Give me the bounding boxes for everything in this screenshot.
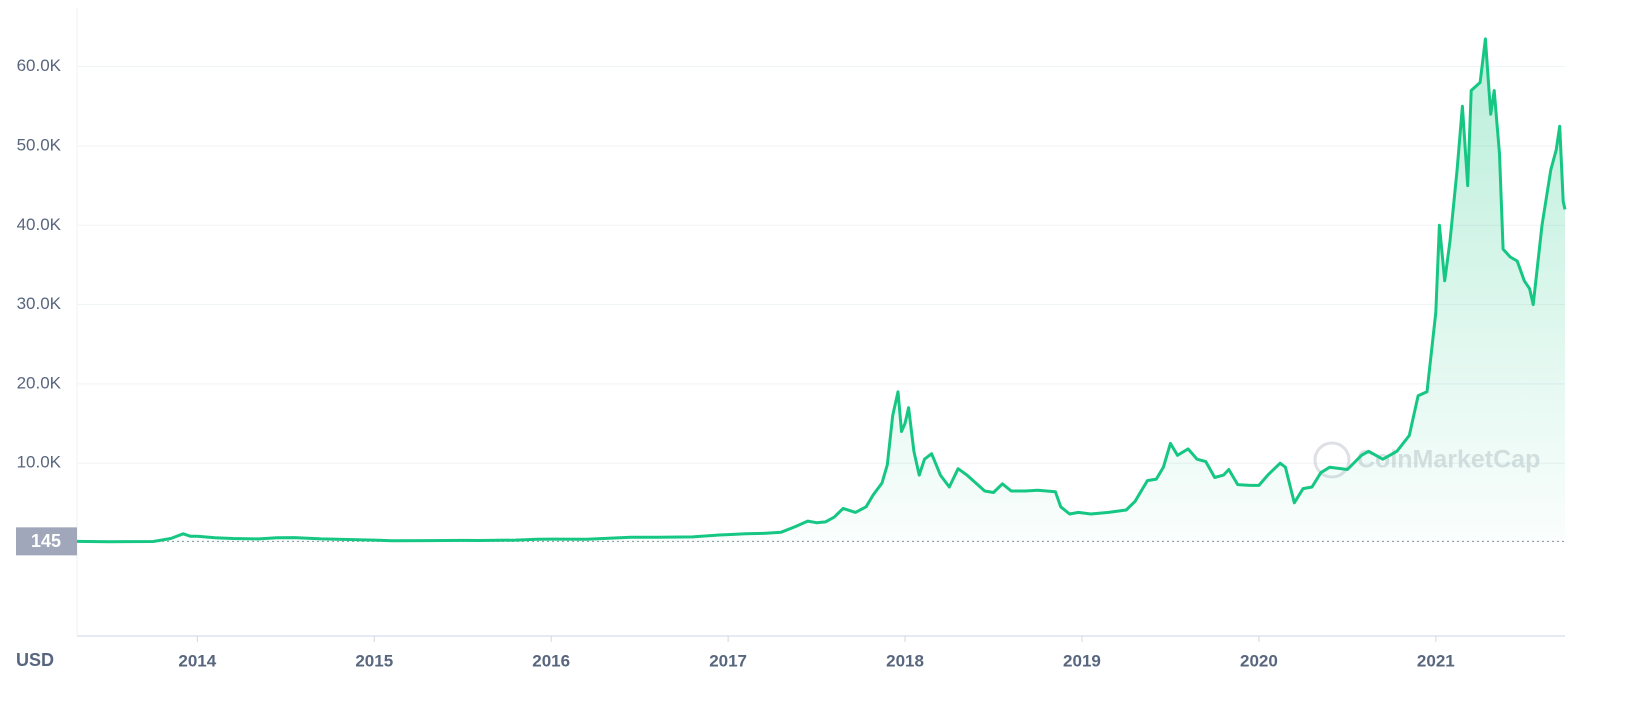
- price-line: [76, 37, 1567, 544]
- y-tick-label: 40.0K: [17, 215, 62, 234]
- x-tick-label: 2015: [355, 651, 393, 670]
- x-tick-label: 2018: [886, 651, 924, 670]
- area-fill: [77, 38, 1565, 543]
- x-tick-label: 2016: [532, 651, 570, 670]
- y-tick-label: 50.0K: [17, 135, 62, 154]
- y-tick-label: 60.0K: [17, 56, 62, 75]
- reference-label: 145: [31, 531, 61, 551]
- x-tick-label: 2017: [709, 651, 747, 670]
- x-tick-label: 2021: [1417, 651, 1455, 670]
- x-tick-label: 2014: [178, 651, 216, 670]
- y-tick-label: 30.0K: [17, 294, 62, 313]
- y-tick-label: 10.0K: [17, 453, 62, 472]
- x-tick-label: 2019: [1063, 651, 1101, 670]
- y-axis-label: USD: [16, 650, 54, 670]
- y-tick-label: 20.0K: [17, 373, 62, 392]
- x-tick-label: 2020: [1240, 651, 1278, 670]
- reference-tag: [16, 527, 77, 556]
